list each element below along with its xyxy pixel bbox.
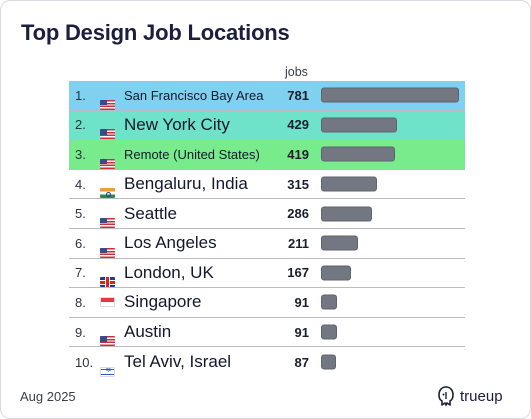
jobs-count: 211 xyxy=(288,235,309,251)
rank-label: 5. xyxy=(75,206,86,222)
israel-flag-icon xyxy=(100,366,115,377)
jobs-column-header: jobs xyxy=(285,65,308,79)
us-flag-icon xyxy=(100,336,115,347)
brand-logo[interactable]: trueup xyxy=(437,386,503,406)
rank-label: 3. xyxy=(75,146,86,162)
rank-label: 10. xyxy=(75,354,94,370)
jobs-bar xyxy=(321,265,351,281)
india-flag-icon xyxy=(100,188,115,199)
footer-date: Aug 2025 xyxy=(20,389,76,404)
bar-track xyxy=(321,324,459,340)
us-flag-icon xyxy=(100,217,115,228)
bar-track xyxy=(321,146,459,162)
bar-track xyxy=(321,235,459,251)
jobs-bar xyxy=(321,206,372,222)
us-flag-icon xyxy=(100,247,115,258)
location-label: New York City xyxy=(124,114,230,134)
location-label: Seattle xyxy=(124,203,177,223)
jobs-count: 167 xyxy=(287,265,309,281)
jobs-count: 286 xyxy=(287,206,309,222)
table-row: 7. London, UK 167 xyxy=(69,259,465,289)
us-flag-icon xyxy=(100,99,115,110)
bar-track xyxy=(321,265,459,281)
bar-track xyxy=(321,117,459,133)
rank-label: 1. xyxy=(75,87,86,103)
bar-track xyxy=(321,294,459,310)
rank-label: 4. xyxy=(75,176,86,192)
rank-label: 2. xyxy=(75,117,86,133)
jobs-count: 91 xyxy=(294,294,309,310)
table-row: 3. Remote (United States) 419 xyxy=(69,140,465,170)
jobs-count: 91 xyxy=(294,324,309,340)
singapore-flag-icon xyxy=(100,297,115,308)
location-label: Remote (United States) xyxy=(124,146,260,162)
table-row: 8. Singapore 91 xyxy=(69,288,465,318)
jobs-bar xyxy=(321,294,337,310)
table-row: 10. Tel Aviv, Israel 87 xyxy=(69,347,465,377)
bar-track xyxy=(321,354,459,370)
location-label: Bengaluru, India xyxy=(124,174,248,194)
table-row: 2. New York City 429 xyxy=(69,110,465,141)
rank-label: 8. xyxy=(75,294,86,310)
location-label: Los Angeles xyxy=(124,233,217,253)
location-label: Singapore xyxy=(124,292,202,312)
table-row: 1. San Francisco Bay Area 781 xyxy=(69,81,465,111)
table-row: 6. Los Angeles 211 xyxy=(69,229,465,259)
rank-label: 7. xyxy=(75,265,86,281)
jobs-bar xyxy=(321,354,336,370)
jobs-bar xyxy=(321,176,377,192)
location-label: London, UK xyxy=(124,262,214,282)
trueup-logo-icon xyxy=(438,386,454,406)
jobs-bar xyxy=(321,324,337,340)
us-flag-icon xyxy=(100,129,115,140)
location-label: Austin xyxy=(124,322,172,342)
uk-flag-icon xyxy=(100,277,115,288)
jobs-count: 429 xyxy=(287,117,309,133)
jobs-count: 781 xyxy=(287,87,309,103)
bar-track xyxy=(321,206,459,222)
table-row: 4. Bengaluru, India 315 xyxy=(69,170,465,200)
bar-track xyxy=(321,176,459,192)
page-title: Top Design Job Locations xyxy=(21,20,290,45)
table-row: 5. Seattle 286 xyxy=(69,199,465,229)
jobs-count: 419 xyxy=(287,146,309,162)
jobs-bar xyxy=(321,117,397,133)
us-flag-icon xyxy=(100,158,115,169)
location-label: Tel Aviv, Israel xyxy=(124,352,232,372)
bar-track xyxy=(321,87,459,103)
jobs-bar xyxy=(321,87,459,103)
jobs-bar xyxy=(321,146,395,162)
rank-label: 9. xyxy=(75,324,86,340)
jobs-count: 87 xyxy=(294,354,309,370)
location-label: San Francisco Bay Area xyxy=(124,87,264,103)
jobs-count: 315 xyxy=(287,176,309,192)
jobs-bar xyxy=(321,235,358,251)
brand-name: trueup xyxy=(460,387,503,405)
table-row: 9. Austin 91 xyxy=(69,318,465,348)
locations-table: 1. San Francisco Bay Area 781 2. New York Ci… xyxy=(69,81,465,377)
rank-label: 6. xyxy=(75,235,86,251)
